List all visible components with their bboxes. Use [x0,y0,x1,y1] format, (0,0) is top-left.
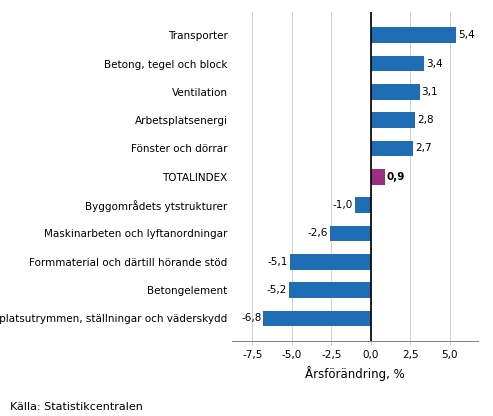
Text: 3,4: 3,4 [426,59,443,69]
Text: 2,7: 2,7 [415,144,432,154]
Bar [371,84,420,99]
Text: 2,8: 2,8 [417,115,433,125]
Text: -1,0: -1,0 [333,200,353,210]
Bar [355,197,371,213]
Bar [371,141,414,156]
Bar [263,311,371,326]
Bar [371,169,385,185]
Bar [371,56,424,71]
Text: Källa: Statistikcentralen: Källa: Statistikcentralen [10,402,143,412]
Bar [290,254,371,270]
Text: -6,8: -6,8 [241,313,261,323]
Text: 3,1: 3,1 [422,87,438,97]
Bar [330,225,371,241]
Text: -5,2: -5,2 [266,285,287,295]
Bar [371,112,415,128]
Text: -5,1: -5,1 [268,257,288,267]
Bar [288,282,371,298]
Text: 0,9: 0,9 [387,172,405,182]
Bar [371,27,456,43]
X-axis label: Årsförändring, %: Årsförändring, % [305,366,405,381]
Text: 5,4: 5,4 [458,30,475,40]
Text: -2,6: -2,6 [308,228,328,238]
